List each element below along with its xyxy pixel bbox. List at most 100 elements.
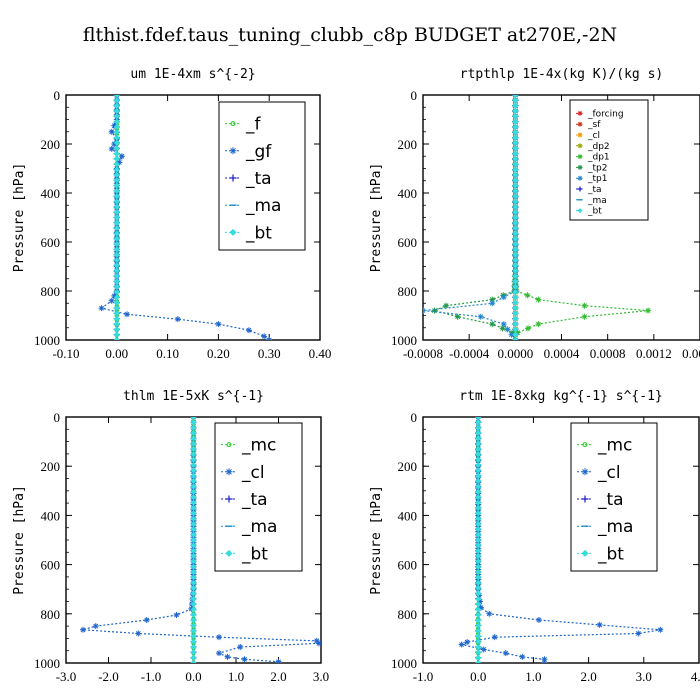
x-tick-label: 0.0000 — [497, 346, 533, 361]
y-axis-label: Pressure [hPa] — [369, 485, 384, 595]
series-point — [443, 302, 450, 309]
series-point — [113, 278, 120, 285]
series-point — [275, 660, 282, 663]
series-point — [113, 95, 120, 98]
series-point — [190, 417, 197, 420]
series-point — [190, 483, 197, 490]
x-tick-label: 0.0 — [185, 669, 201, 684]
y-tick-label: 200 — [398, 459, 418, 474]
series-point — [431, 307, 438, 314]
series-point — [512, 182, 519, 189]
series-point — [113, 214, 120, 221]
series-point — [512, 331, 519, 338]
series-point — [190, 446, 197, 453]
series-point — [499, 325, 506, 332]
series-point — [475, 563, 482, 570]
legend-label: _bt — [587, 207, 602, 217]
y-tick-label: 800 — [41, 284, 61, 299]
series-point — [500, 292, 507, 299]
series-point — [245, 327, 252, 334]
legend-marker — [577, 110, 583, 116]
series-point — [190, 590, 197, 597]
series-point — [190, 451, 197, 458]
series-group — [423, 95, 652, 340]
series-point — [113, 150, 120, 157]
series-point — [475, 643, 482, 650]
x-tick-label: 4.0 — [691, 669, 700, 684]
series-point — [111, 292, 118, 299]
series-point — [80, 626, 86, 633]
series-point — [116, 159, 123, 166]
chart-panels: um 1E-4xm s^{-2} Pressure [hPa] 0 200 400 600… — [12, 67, 700, 684]
series-point — [190, 424, 197, 431]
series-point — [190, 515, 197, 522]
plot-frame — [422, 94, 700, 341]
series-point — [113, 139, 120, 146]
series-group — [458, 417, 664, 663]
series-point — [261, 333, 268, 340]
series-point — [224, 653, 231, 660]
panel-title: rtm 1E-8xkg kg^{-1} s^{-1} — [459, 389, 663, 404]
series-point — [113, 241, 120, 248]
series-point — [190, 537, 197, 543]
series-point — [113, 129, 120, 136]
legend-marker — [577, 164, 583, 170]
legend-marker — [582, 442, 588, 448]
panel-title: rtpthlp 1E-4x(kg K)/(kg s) — [460, 67, 664, 82]
series-point — [475, 494, 482, 501]
series-point — [512, 171, 519, 178]
series-point — [500, 294, 507, 301]
series-point — [216, 634, 222, 641]
series-point — [113, 315, 120, 322]
series-point — [237, 644, 244, 651]
series-point — [512, 219, 519, 226]
y-tick-label: 800 — [41, 607, 61, 622]
series-point — [475, 419, 482, 426]
series-point — [190, 462, 197, 469]
x-tick-label: 2.0 — [270, 669, 286, 684]
legend-box — [569, 99, 649, 221]
series-point — [190, 467, 197, 474]
series-point — [581, 313, 588, 320]
y-axis-label: Pressure [hPa] — [369, 163, 384, 273]
series-point — [113, 267, 120, 274]
series-point — [512, 118, 519, 125]
series-point — [512, 273, 519, 280]
legend-label: _bt — [241, 544, 268, 564]
x-tick-label: 0.0008 — [590, 346, 626, 361]
legend-label: _ma — [241, 517, 277, 537]
series-point — [535, 321, 542, 328]
series-point — [190, 510, 197, 517]
legend-label: _ma — [597, 517, 633, 537]
series-point — [512, 209, 519, 216]
series-point — [475, 654, 482, 661]
series-point — [475, 435, 482, 442]
series-point — [475, 537, 482, 543]
y-tick-label: 0 — [411, 88, 418, 103]
series-point — [475, 488, 482, 495]
legend-label: _dp1 — [587, 153, 610, 163]
series-point — [480, 646, 487, 653]
legend-marker — [225, 468, 233, 476]
legend-marker — [225, 495, 233, 503]
series-point — [475, 585, 482, 592]
series-point — [216, 650, 222, 657]
y-tick-label: 200 — [41, 459, 61, 474]
series-point — [118, 153, 125, 160]
series-point — [512, 278, 519, 285]
y-tick-label: 400 — [41, 508, 61, 523]
legend-marker — [577, 154, 583, 160]
series-point — [113, 187, 120, 194]
series-point — [464, 639, 471, 646]
series-point — [475, 627, 482, 634]
series-point — [475, 478, 482, 485]
series-point — [174, 316, 181, 323]
legend-label: _ta — [597, 490, 624, 510]
series-point — [113, 134, 120, 141]
series-point — [113, 102, 120, 109]
series-point — [475, 574, 482, 581]
series-point — [190, 531, 197, 538]
series-point — [635, 630, 642, 637]
chart-panel-3: thlm 1E-5xK s^{-1} Pressure [hPa] 0 200 400 6… — [12, 389, 329, 684]
series-point — [475, 510, 482, 517]
